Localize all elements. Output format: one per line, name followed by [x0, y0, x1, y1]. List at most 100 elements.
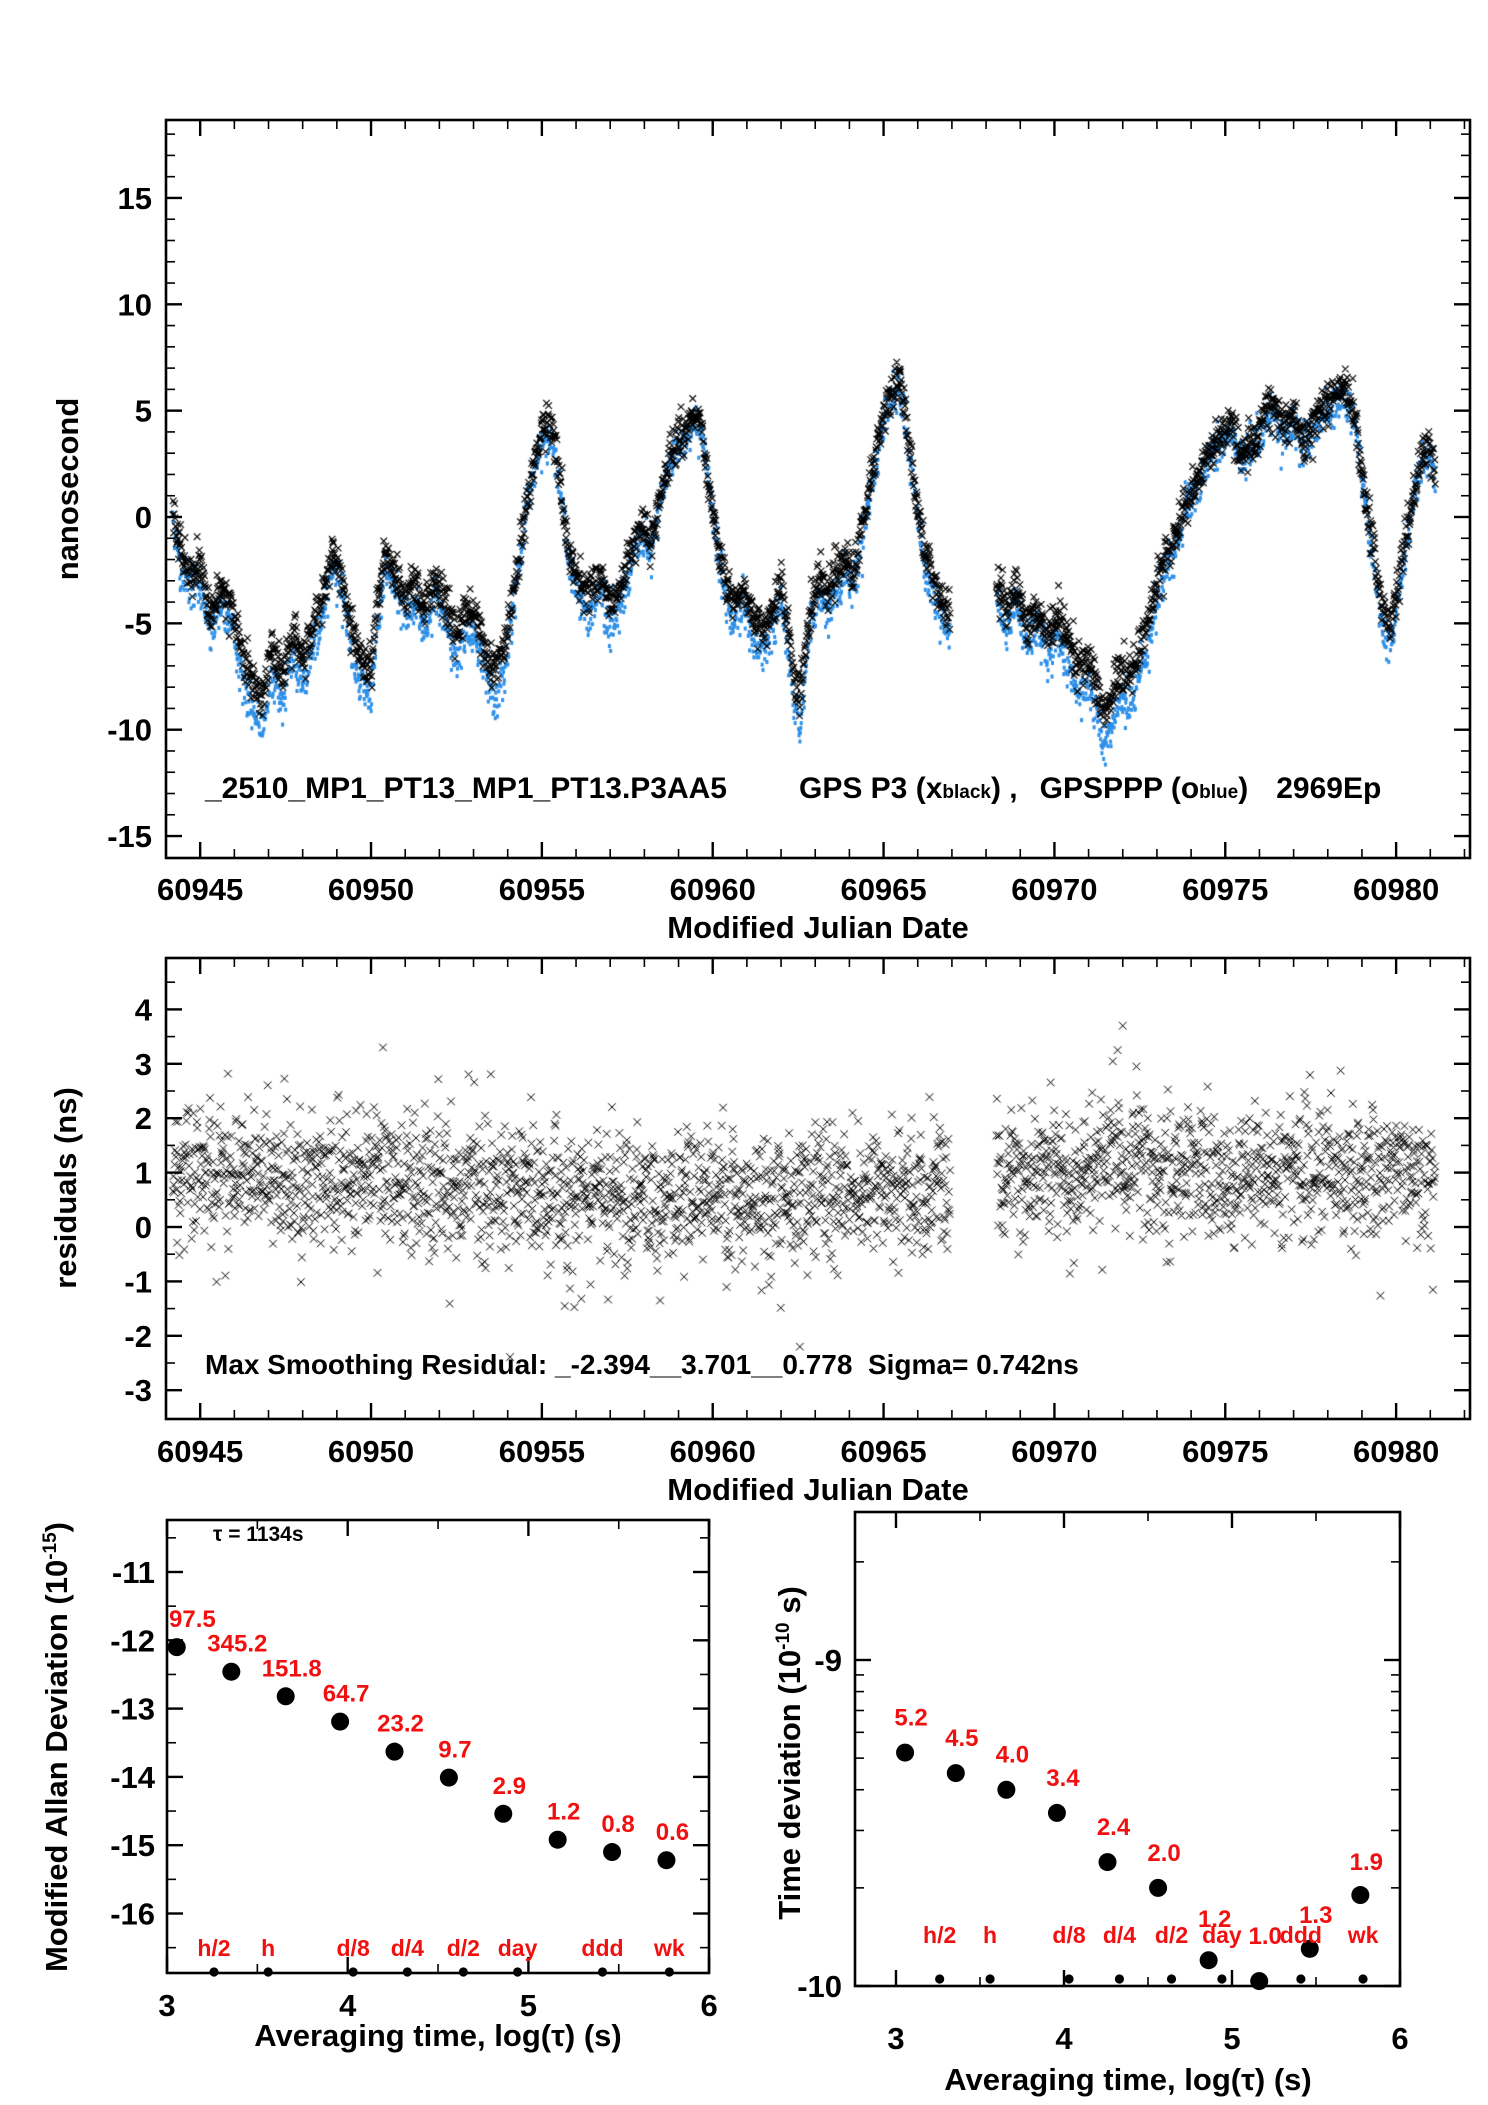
x-tick-label: 60950: [328, 872, 414, 907]
time-scale-label: d/8: [337, 1935, 370, 1961]
time-scale-label: h: [261, 1935, 275, 1961]
time-scale-label: d/8: [1052, 1922, 1085, 1948]
tdev-y-title-exponent: -10: [773, 1622, 794, 1650]
mdev-data-point: [657, 1851, 676, 1870]
tdev-y-axis-title: Time deviation (10-10 s): [772, 1586, 808, 1920]
tdev-data-label: 1.3: [1299, 1902, 1332, 1929]
y-tick-label: -3: [124, 1373, 152, 1408]
tdev-data-point: [1199, 1951, 1218, 1970]
tdev-data-point: [896, 1743, 915, 1762]
mdev-y-axis-title: Modified Allan Deviation (10-15): [39, 1522, 75, 1972]
x-tick-label: 60945: [157, 872, 243, 907]
dataset-name: _2510_MP1_PT13_MP1_PT13.P3AA5: [205, 772, 727, 805]
y-tick-label: -5: [124, 606, 152, 641]
time-scale-dot: [1358, 1974, 1368, 1984]
x-tick-label: 60980: [1353, 1434, 1439, 1469]
mdev-data-label: 1.2: [547, 1799, 580, 1826]
mdev-data-label: 64.7: [323, 1681, 370, 1708]
time-scale-label: d/4: [391, 1935, 424, 1961]
y-tick-label: 1: [135, 1156, 152, 1191]
x-tick-label: 60955: [499, 1434, 585, 1469]
x-tick-label: 5: [1223, 2021, 1240, 2056]
y-tick-label: -9: [814, 1643, 842, 1678]
x-tick-label: 60965: [840, 1434, 926, 1469]
y-tick-label: -15: [107, 819, 152, 854]
y-tick-label: -11: [112, 1555, 155, 1590]
tdev-data-point: [1149, 1878, 1168, 1897]
tdev-y-title-close: s): [772, 1586, 807, 1623]
x-tick-label: 60975: [1182, 872, 1268, 907]
mdev-data-point: [548, 1830, 567, 1849]
y-tick-label: -10: [797, 1969, 842, 2004]
y-tick-label: -14: [110, 1760, 156, 1795]
mdev-data-label: 151.8: [262, 1655, 322, 1682]
series1-marker-subscript: black: [942, 782, 991, 803]
x-tick-label: 4: [339, 1988, 357, 2023]
x-tick-label: 60945: [157, 1434, 243, 1469]
time-scale-dot: [512, 1967, 523, 1977]
y-tick-label: -10: [107, 713, 152, 748]
y-tick-label: -13: [110, 1692, 155, 1727]
mdev-data-label: 345.2: [207, 1631, 267, 1658]
x-tick-label: 5: [520, 1988, 537, 2023]
x-tick-label: 60975: [1182, 1434, 1268, 1469]
time-scale-dot: [985, 1974, 995, 1984]
mdev-data-label: 23.2: [377, 1711, 424, 1738]
mdev-data-point: [222, 1662, 241, 1681]
mdev-data-point: [331, 1712, 350, 1731]
tdev-data-point: [1300, 1939, 1319, 1958]
x-tick-label: 60970: [1011, 1434, 1097, 1469]
x-tick-label: 60980: [1353, 872, 1439, 907]
time-scale-dot: [664, 1967, 674, 1977]
tdev-frame: [853, 1510, 1402, 1988]
mdev-frame: [165, 1518, 711, 1975]
y-tick-label: 2: [135, 1101, 152, 1136]
time-scale-dot: [1064, 1974, 1074, 1984]
mdev-data-label: 97.5: [169, 1606, 216, 1633]
time-scale-label: day: [1202, 1922, 1242, 1948]
time-scale-dot: [458, 1967, 468, 1977]
tdev-data-label: 4.0: [996, 1742, 1029, 1769]
y-tick-label: 5: [135, 394, 152, 429]
mdev-data-point: [439, 1768, 458, 1787]
mdev-data-label: 0.8: [601, 1811, 634, 1838]
series1-legend-label: GPS P3 (x: [798, 772, 943, 805]
series1-legend-close: ) ,: [990, 772, 1018, 805]
y-tick-label: 0: [135, 1210, 152, 1245]
x-tick-label: 60970: [1011, 872, 1097, 907]
tdev-axes-group: 3 4 5 6 -9 -10: [797, 1512, 1409, 2056]
series2-marker-subscript: blue: [1199, 782, 1239, 803]
y-tick-label: -12: [110, 1623, 155, 1658]
mdev-data-label: 2.9: [493, 1773, 526, 1800]
mdev-y-title-close: ): [39, 1521, 74, 1533]
y-tick-label: 15: [118, 181, 152, 216]
x-tick-label: 60960: [670, 872, 756, 907]
time-scale-label: ddd: [1280, 1922, 1322, 1948]
tdev-data-point: [1351, 1886, 1370, 1905]
mdev-data-label: 0.6: [656, 1819, 689, 1846]
residuals-frame: [164, 956, 1472, 1421]
mdev-y-title-exponent: -15: [40, 1532, 61, 1560]
y-tick-label: -2: [124, 1319, 152, 1354]
mdev-data-point: [385, 1742, 404, 1761]
x-tick-label: 4: [1055, 2021, 1073, 2056]
mdev-data-point: [603, 1843, 622, 1862]
time-scale-dot: [1166, 1974, 1177, 1984]
tdev-data-label: 1.0: [1249, 1923, 1282, 1950]
epoch-count-label: 2969Ep: [1276, 772, 1382, 805]
x-tick-label: 60960: [670, 1434, 756, 1469]
time-scale-dot: [209, 1967, 219, 1977]
mdev-data-point: [276, 1687, 295, 1706]
time-scale-dot: [1114, 1974, 1125, 1984]
y-tick-label: 10: [118, 287, 152, 322]
tdev-data-point: [997, 1780, 1016, 1799]
mdev-y-title-main: Modified Allan Deviation (10: [39, 1559, 74, 1973]
time-scale-label: h: [983, 1922, 997, 1948]
tdev-y-title-main: Time deviation (10: [772, 1649, 807, 1920]
x-tick-label: 6: [1391, 2021, 1408, 2056]
time-scale-label: d/2: [1155, 1922, 1188, 1948]
y-tick-label: 4: [135, 992, 153, 1027]
series2-legend-close: ): [1238, 772, 1249, 805]
